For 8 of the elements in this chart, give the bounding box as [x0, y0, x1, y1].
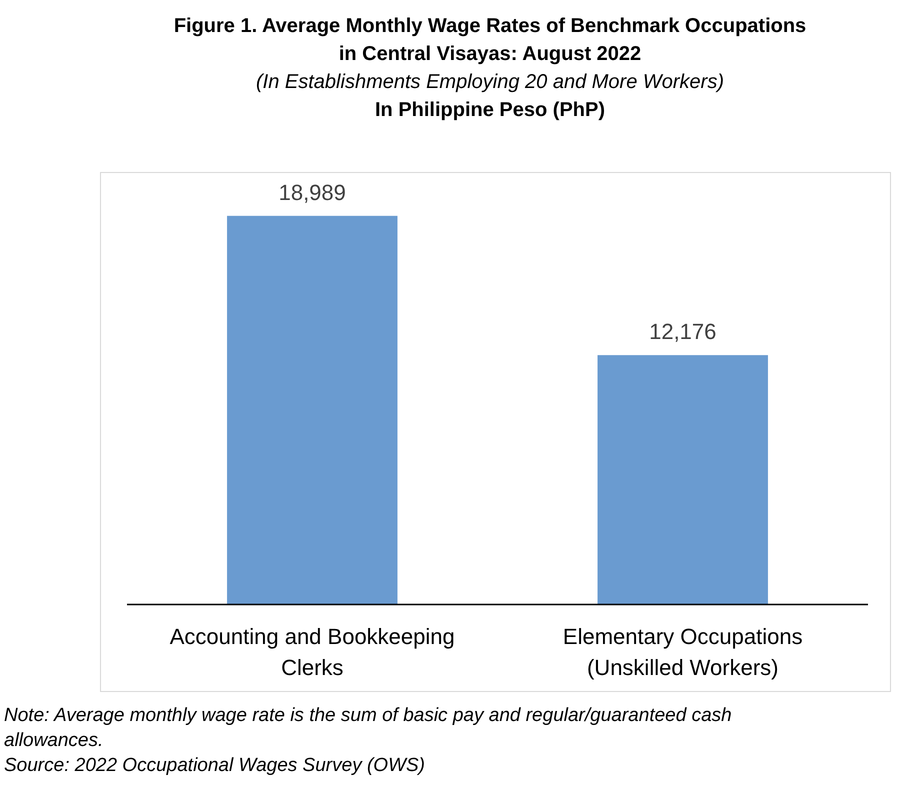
text: Note: Average monthly wage rate is the sum of basic pay and regular/guaranteed cash allowances. [4, 705, 732, 751]
x-tick-label: Accounting and Bookkeeping Clerks [170, 624, 455, 680]
data-label: 12,176 [649, 319, 716, 344]
data-label: 18,989 [278, 180, 346, 205]
source-note: Source: 2022 Occupational Wages Survey (OWS) [4, 755, 426, 776]
chart-title: Figure 1. Average Monthly Wage Rates of Benchmark Occupations in Central Visayas: August 2022 [174, 15, 806, 65]
chart-subtitle: (In Establishments Employing 20 and More Workers) In Philippine Peso (PhP) [256, 71, 724, 121]
x-tick-label: Elementary Occupations (Unskilled Workers) [562, 624, 803, 680]
